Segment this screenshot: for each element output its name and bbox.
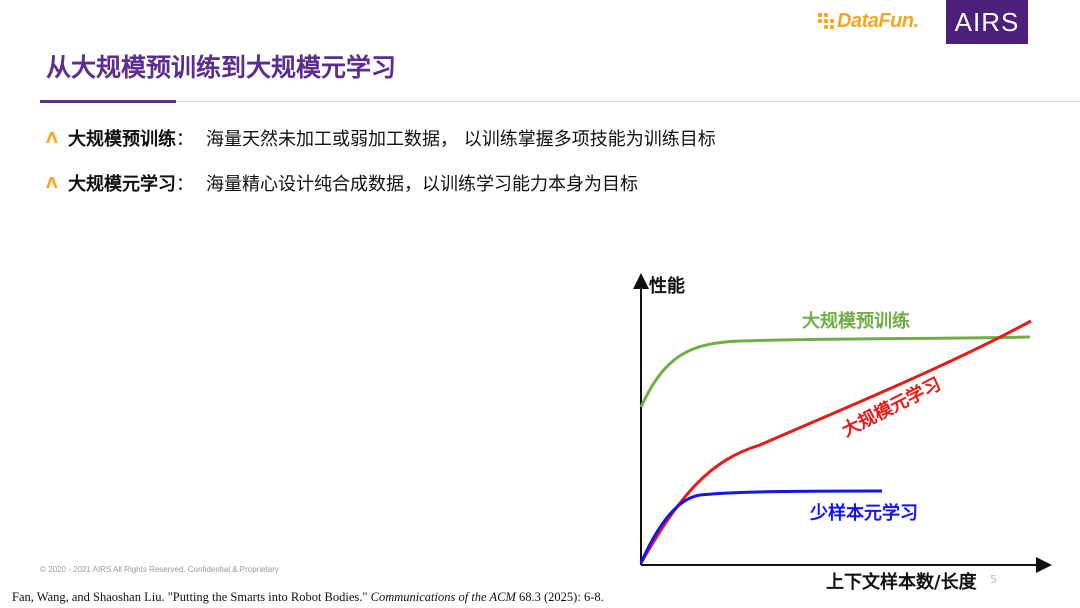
airs-logo: AIRS — [946, 0, 1028, 44]
copyright-notice: © 2020 - 2021 AIRS All Rights Reserved. … — [40, 565, 279, 574]
title-accent-bar — [40, 100, 176, 103]
bullet-colon: ： — [176, 174, 194, 195]
slide-title: 从大规模预训练到大规模元学习 — [46, 53, 397, 82]
datafun-logo: DataFun. — [818, 8, 919, 34]
citation-authors: Fan, Wang, and Shaoshan Liu. "Putting th… — [12, 590, 371, 604]
curve-large-meta-learning — [639, 319, 1032, 564]
datafun-logo-text: DataFun. — [837, 9, 919, 32]
citation: Fan, Wang, and Shaoshan Liu. "Putting th… — [12, 590, 604, 605]
label-large-pretraining: 大规模预训练 — [802, 310, 910, 332]
curve-few-shot-meta-learning — [639, 489, 883, 564]
label-few-shot-meta-learning: 少样本元学习 — [809, 502, 918, 524]
datafun-dots-icon — [818, 13, 834, 29]
title-divider — [40, 101, 1080, 102]
label-large-meta-learning: 大规模元学习 — [838, 373, 944, 442]
bullet-label: 大规模预训练 — [68, 129, 176, 150]
bullet-pretraining: Λ 大规模预训练 ： 海量天然未加工或弱加工数据， 以训练掌握多项技能为训练目标 — [46, 125, 716, 151]
bullet-label: 大规模元学习 — [68, 174, 176, 195]
bullet-colon: ： — [176, 129, 194, 150]
caret-bullet-icon: Λ — [46, 174, 58, 192]
x-axis-label: 上下文样本数/长度 — [826, 571, 978, 593]
page-number: 5 — [990, 573, 997, 586]
performance-diagram: 性能 上下文样本数/长度 大规模预训练 大规模元学习 少样本元学习 — [633, 273, 1052, 593]
bullet-meta-learning: Λ 大规模元学习 ： 海量精心设计纯合成数据，以训练学习能力本身为目标 — [46, 170, 638, 196]
bullet-text: 海量天然未加工或弱加工数据， 以训练掌握多项技能为训练目标 — [206, 129, 716, 150]
caret-bullet-icon: Λ — [46, 129, 58, 147]
y-axis-label: 性能 — [649, 275, 685, 297]
citation-details: 68.3 (2025): 6-8. — [515, 590, 604, 604]
citation-journal: Communications of the ACM — [370, 590, 516, 604]
bullet-text: 海量精心设计纯合成数据，以训练学习能力本身为目标 — [206, 174, 638, 195]
curve-large-pretraining — [639, 335, 1031, 408]
